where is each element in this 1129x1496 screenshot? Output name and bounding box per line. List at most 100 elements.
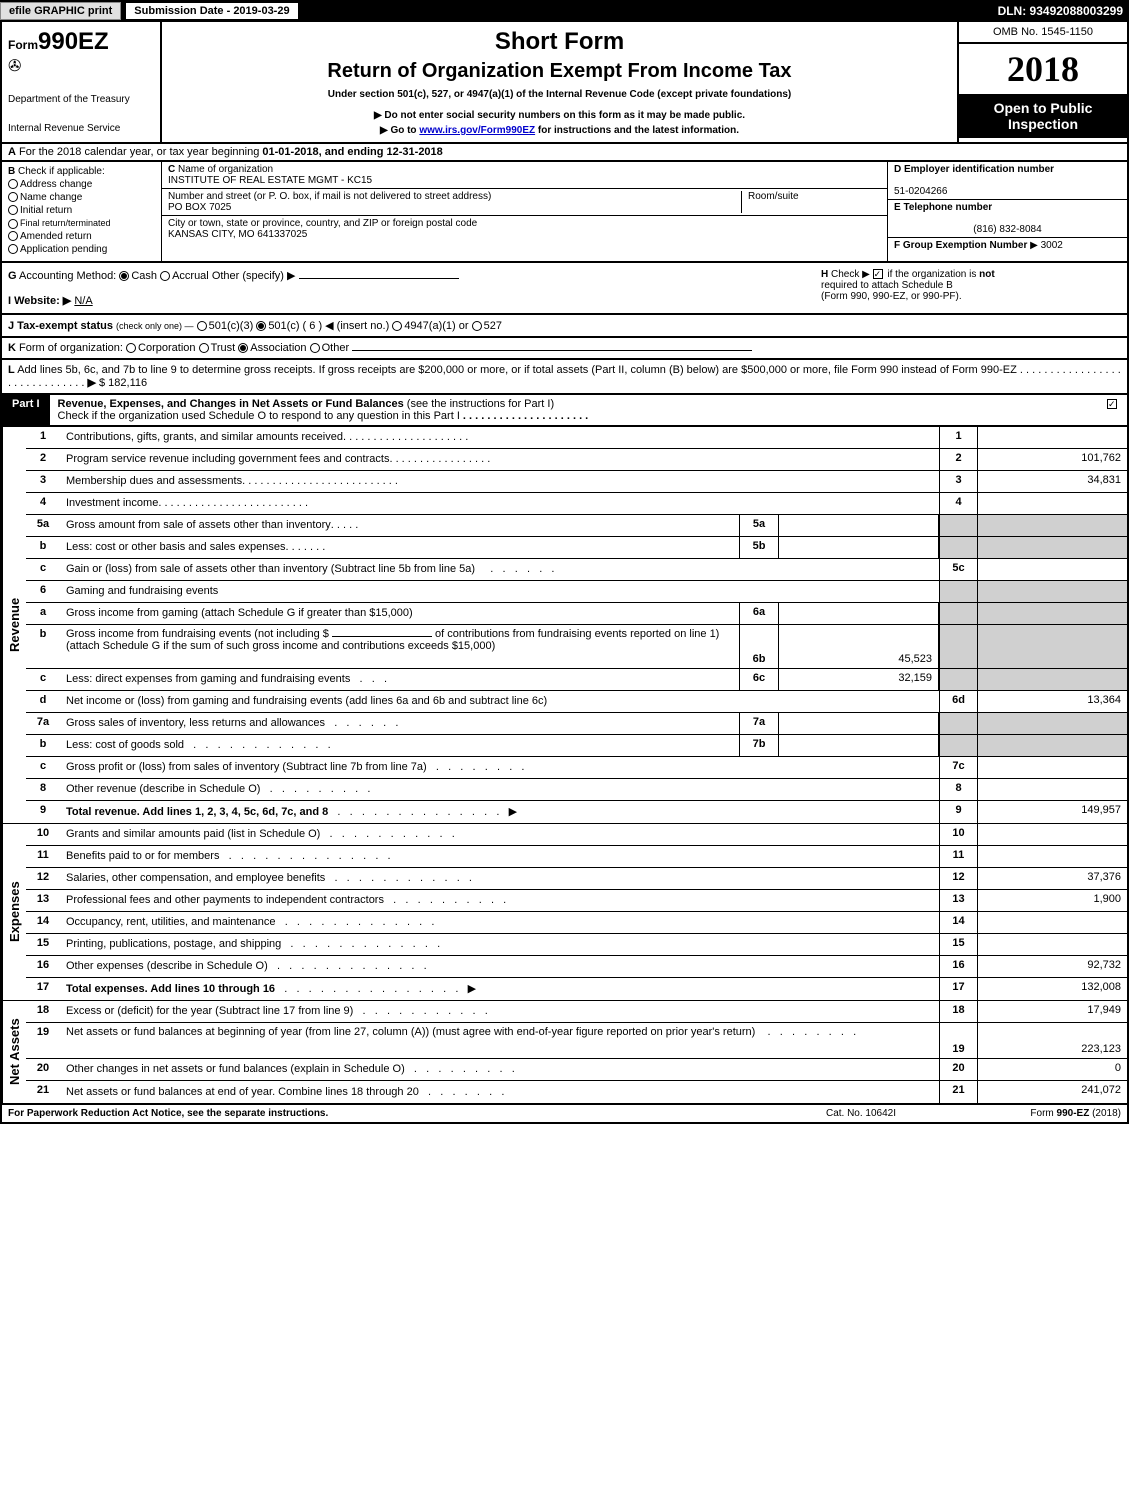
j-4947: 4947(a)(1) or (404, 320, 468, 332)
chk-label: Amended return (20, 231, 92, 242)
h-text4: (Form 990, 990-EZ, or 990-PF). (821, 291, 962, 302)
other-specify-input[interactable] (299, 278, 459, 279)
line-desc: Gross income from gaming (attach Schedul… (60, 603, 739, 624)
line-no: 4 (26, 493, 60, 514)
line-9: 9 Total revenue. Add lines 1, 2, 3, 4, 5… (26, 801, 1127, 823)
dln-number: DLN: 93492088003299 (998, 4, 1129, 18)
radio-cash[interactable] (119, 271, 129, 281)
line-18: 18 Excess or (deficit) for the year (Sub… (26, 1001, 1127, 1023)
form-header: Form990EZ ✇ Department of the Treasury I… (0, 22, 1129, 144)
line-no: a (26, 603, 60, 624)
part1-check-text: Check if the organization used Schedule … (58, 410, 460, 422)
radio-4947[interactable] (392, 321, 402, 331)
line-no: 7a (26, 713, 60, 734)
line-desc: Less: direct expenses from gaming and fu… (60, 669, 739, 690)
irs-link[interactable]: www.irs.gov/Form990EZ (419, 125, 535, 136)
chk-final-return[interactable]: Final return/terminated (8, 218, 155, 229)
header-left: Form990EZ ✇ Department of the Treasury I… (2, 22, 162, 142)
line-num: 2 (939, 449, 977, 470)
col-d-ein: D Employer identification number 51-0204… (887, 162, 1127, 261)
line-num: 12 (939, 868, 977, 889)
org-name: INSTITUTE OF REAL ESTATE MGMT - KC15 (168, 175, 372, 186)
fundraising-amount-input[interactable] (332, 636, 432, 637)
line-17: 17 Total expenses. Add lines 10 through … (26, 978, 1127, 1000)
line-no: 8 (26, 779, 60, 800)
radio-corporation[interactable] (126, 343, 136, 353)
line-no: 13 (26, 890, 60, 911)
line-val: 92,732 (977, 956, 1127, 977)
l-arrow: ▶ (87, 377, 95, 389)
h-checkbox[interactable] (873, 269, 883, 279)
c-name-label: Name of organization (178, 164, 273, 175)
radio-501c[interactable] (256, 321, 266, 331)
chk-initial-return[interactable]: Initial return (8, 205, 155, 216)
line-21: 21 Net assets or fund balances at end of… (26, 1081, 1127, 1103)
revenue-side-label: Revenue (2, 427, 26, 823)
goto-post: for instructions and the latest informat… (535, 125, 739, 136)
chk-label: Address change (20, 179, 92, 190)
efile-print-button[interactable]: efile GRAPHIC print (0, 2, 121, 20)
part1-checkbox[interactable] (1099, 395, 1127, 425)
cash-label: Cash (131, 270, 157, 282)
accrual-label: Accrual (172, 270, 209, 282)
h-text2: if the organization is (887, 269, 979, 280)
line-desc: Less: cost or other basis and sales expe… (60, 537, 739, 558)
j-527: 527 (484, 320, 502, 332)
radio-527[interactable] (472, 321, 482, 331)
chk-name-change[interactable]: Name change (8, 192, 155, 203)
part1-table: Revenue 1 Contributions, gifts, grants, … (0, 427, 1129, 1105)
line-5c: c Gain or (loss) from sale of assets oth… (26, 559, 1127, 581)
line-val-grey (977, 581, 1127, 602)
form-number: Form990EZ (8, 28, 154, 56)
radio-association[interactable] (238, 343, 248, 353)
line-num: 5c (939, 559, 977, 580)
website-value: N/A (74, 295, 92, 307)
radio-trust[interactable] (199, 343, 209, 353)
line-val (977, 757, 1127, 778)
chk-amended-return[interactable]: Amended return (8, 231, 155, 242)
label-j: J Tax-exempt status (8, 320, 113, 332)
c-city-label: City or town, state or province, country… (168, 218, 477, 229)
line-no: 1 (26, 427, 60, 448)
line-val: 101,762 (977, 449, 1127, 470)
radio-accrual[interactable] (160, 271, 170, 281)
line-num: 17 (939, 978, 977, 1000)
dept-treasury: Department of the Treasury (8, 94, 154, 105)
part1-sub: (see the instructions for Part I) (407, 398, 554, 410)
chk-application-pending[interactable]: Application pending (8, 244, 155, 255)
k-other-input[interactable] (352, 350, 752, 351)
line-no: 9 (26, 801, 60, 823)
chk-address-change[interactable]: Address change (8, 179, 155, 190)
line-desc: Gross sales of inventory, less returns a… (60, 713, 739, 734)
line-no: 20 (26, 1059, 60, 1080)
e-phone-row: E Telephone number (816) 832-8084 (888, 200, 1127, 238)
phone-value: (816) 832-8084 (894, 224, 1121, 235)
line-val (977, 846, 1127, 867)
line-desc: Less: cost of goods sold . . . . . . . .… (60, 735, 739, 756)
short-form-title: Short Form (168, 28, 951, 56)
line-val: 132,008 (977, 978, 1127, 1000)
line-15: 15 Printing, publications, postage, and … (26, 934, 1127, 956)
line-val (977, 427, 1127, 448)
group-exemption-value: ▶ 3002 (1030, 240, 1063, 251)
sub-no: 5b (739, 537, 779, 558)
line-20: 20 Other changes in net assets or fund b… (26, 1059, 1127, 1081)
line-no: b (26, 735, 60, 756)
line-no: c (26, 559, 60, 580)
line-16: 16 Other expenses (describe in Schedule … (26, 956, 1127, 978)
line-desc: Other revenue (describe in Schedule O) .… (60, 779, 939, 800)
line-val (977, 824, 1127, 845)
line-num-grey (939, 537, 977, 558)
submission-date: Submission Date - 2019-03-29 (125, 2, 298, 20)
under-section: Under section 501(c), 527, or 4947(a)(1)… (168, 89, 951, 100)
radio-other[interactable] (310, 343, 320, 353)
line-val (977, 493, 1127, 514)
netassets-section: Net Assets 18 Excess or (deficit) for th… (2, 1000, 1127, 1103)
header-center: Short Form Return of Organization Exempt… (162, 22, 957, 142)
radio-501c3[interactable] (197, 321, 207, 331)
line-desc: Net assets or fund balances at end of ye… (60, 1081, 939, 1103)
k-other: Other (322, 342, 350, 354)
row-a-end: 12-31-2018 (387, 146, 443, 158)
line-desc: Grants and similar amounts paid (list in… (60, 824, 939, 845)
top-bar: efile GRAPHIC print Submission Date - 20… (0, 0, 1129, 22)
